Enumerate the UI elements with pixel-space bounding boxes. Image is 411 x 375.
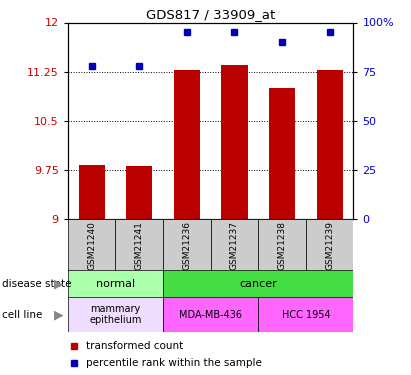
Text: ▶: ▶ [54, 278, 64, 290]
Bar [174, 70, 200, 219]
Text: transformed count: transformed count [86, 340, 184, 351]
Bar [306, 219, 353, 272]
Bar [68, 219, 115, 272]
Bar [269, 88, 295, 219]
Bar [126, 165, 152, 219]
Bar [316, 70, 343, 219]
Bar [115, 219, 163, 272]
Bar [163, 270, 353, 298]
Text: GSM21239: GSM21239 [325, 221, 334, 270]
Text: HCC 1954: HCC 1954 [282, 310, 330, 320]
Text: GSM21241: GSM21241 [135, 221, 144, 270]
Bar [79, 165, 105, 219]
Text: GSM21240: GSM21240 [87, 221, 96, 270]
Bar [163, 219, 210, 272]
Text: percentile rank within the sample: percentile rank within the sample [86, 358, 262, 368]
Bar [222, 65, 247, 219]
Text: MDA-MB-436: MDA-MB-436 [179, 310, 242, 320]
Bar [163, 297, 258, 332]
Title: GDS817 / 33909_at: GDS817 / 33909_at [146, 8, 275, 21]
Bar [68, 270, 163, 298]
Text: ▶: ▶ [54, 309, 64, 321]
Text: GSM21237: GSM21237 [230, 221, 239, 270]
Text: GSM21236: GSM21236 [182, 221, 192, 270]
Bar [68, 297, 163, 332]
Text: GSM21238: GSM21238 [277, 221, 286, 270]
Text: cell line: cell line [2, 310, 42, 320]
Bar [210, 219, 258, 272]
Bar [258, 219, 306, 272]
Text: disease state: disease state [2, 279, 72, 289]
Text: mammary
epithelium: mammary epithelium [89, 304, 142, 326]
Text: cancer: cancer [239, 279, 277, 289]
Bar [258, 297, 353, 332]
Text: normal: normal [96, 279, 135, 289]
